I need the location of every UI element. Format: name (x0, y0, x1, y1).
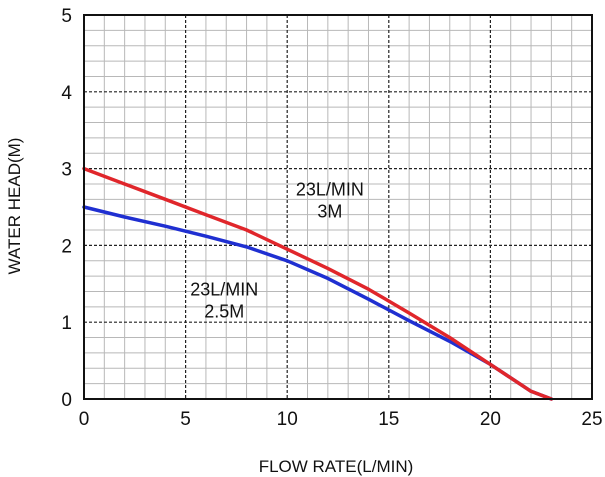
annotation-line: 23L/MIN (296, 179, 364, 199)
x-axis-title: FLOW RATE(L/MIN) (259, 457, 414, 476)
annotation-label: 23L/MIN 3M (296, 179, 364, 221)
y-tick-label: 5 (61, 6, 72, 27)
y-tick-label: 0 (61, 390, 72, 411)
y-tick-label: 3 (61, 160, 72, 181)
x-tick-labels: 0 5 10 15 20 25 (79, 409, 603, 430)
annotation-line: 23L/MIN (190, 279, 258, 299)
x-tick-label: 15 (378, 409, 399, 430)
x-tick-label: 0 (79, 409, 90, 430)
plot-frame (83, 14, 593, 400)
x-tick-label: 25 (581, 409, 602, 430)
y-tick-label: 4 (61, 83, 72, 104)
series-layer (82, 166, 554, 401)
x-tick-label: 10 (277, 409, 298, 430)
series-line-0 (82, 166, 554, 401)
y-axis-title: WATER HEAD(M) (5, 138, 24, 275)
y-tick-labels: 0 1 2 3 4 5 (61, 6, 72, 411)
minor-grid (84, 15, 592, 399)
y-tick-label: 2 (61, 236, 72, 257)
annotation-label: 23L/MIN 2.5M (190, 279, 258, 321)
annotation-line: 3M (317, 201, 342, 221)
x-tick-label: 20 (480, 409, 501, 430)
annotation-line: 2.5M (204, 301, 244, 321)
series-line-1 (82, 205, 554, 401)
y-tick-label: 1 (61, 313, 72, 334)
x-tick-label: 5 (180, 409, 191, 430)
